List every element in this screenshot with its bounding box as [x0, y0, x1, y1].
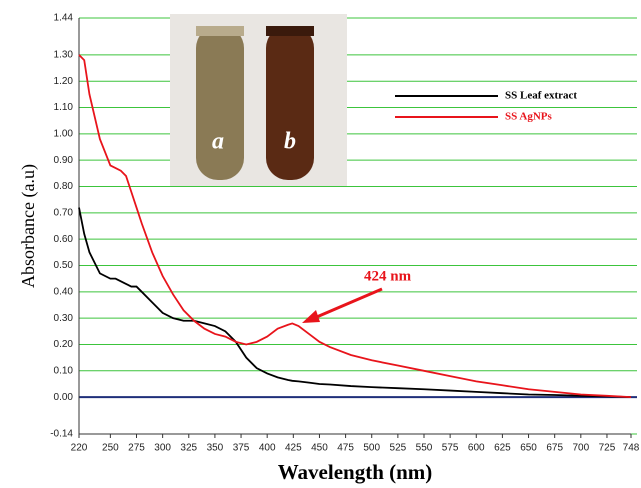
- y-tick-label: 0.10: [54, 365, 74, 376]
- x-tick-label: 748: [623, 443, 640, 454]
- inset-photo: [170, 14, 347, 186]
- y-tick-label: 0.20: [54, 339, 74, 350]
- x-tick-label: 300: [154, 443, 171, 454]
- y-tick-label: 0.50: [54, 260, 74, 271]
- x-tick-label: 275: [128, 443, 145, 454]
- x-tick-label: 725: [599, 443, 616, 454]
- x-tick-label: 425: [285, 443, 302, 454]
- y-tick-label: 0.40: [54, 286, 74, 297]
- x-tick-label: 550: [416, 443, 433, 454]
- x-tick-label: 400: [259, 443, 276, 454]
- y-tick-label: 1.20: [54, 76, 74, 87]
- x-tick-label: 350: [207, 443, 224, 454]
- x-axis-label: Wavelength (nm): [278, 460, 433, 484]
- inset-label: a: [212, 129, 224, 155]
- x-tick-label: 475: [337, 443, 354, 454]
- legend-label: SS AgNPs: [505, 111, 552, 123]
- x-tick-label: 650: [520, 443, 537, 454]
- x-tick-label: 525: [390, 443, 407, 454]
- x-tick-label: 250: [102, 443, 119, 454]
- y-tick-label: 0.90: [54, 155, 74, 166]
- x-tick-label: 700: [572, 443, 589, 454]
- legend-label: SS Leaf extract: [505, 90, 577, 102]
- series-line: [78, 207, 632, 399]
- x-tick-label: 500: [363, 443, 380, 454]
- y-tick-label: 1.44: [54, 13, 74, 24]
- annotation-arrow: [302, 287, 383, 323]
- inset-label: b: [284, 129, 296, 155]
- series-line: [78, 54, 632, 399]
- x-tick-label: 675: [546, 443, 563, 454]
- y-tick-label: 0.60: [54, 234, 74, 245]
- x-tick-label: 220: [71, 443, 88, 454]
- x-tick-label: 600: [468, 443, 485, 454]
- x-tick-label: 575: [442, 443, 459, 454]
- y-tick-label: 0.70: [54, 207, 74, 218]
- y-tick-label: 1.10: [54, 102, 74, 113]
- y-tick-label: 1.30: [54, 50, 74, 61]
- y-tick-label: -0.14: [50, 429, 73, 440]
- x-tick-label: 375: [233, 443, 250, 454]
- y-tick-label: 0.30: [54, 313, 74, 324]
- x-tick-label: 625: [494, 443, 511, 454]
- y-tick-label: 0.00: [54, 392, 74, 403]
- y-axis-label: Absorbance (a.u): [18, 164, 39, 288]
- annotation: 424 nm: [364, 268, 412, 284]
- x-tick-label: 325: [180, 443, 197, 454]
- y-tick-label: 0.80: [54, 181, 74, 192]
- x-tick-label: 450: [311, 443, 328, 454]
- y-tick-label: 1.00: [54, 128, 74, 139]
